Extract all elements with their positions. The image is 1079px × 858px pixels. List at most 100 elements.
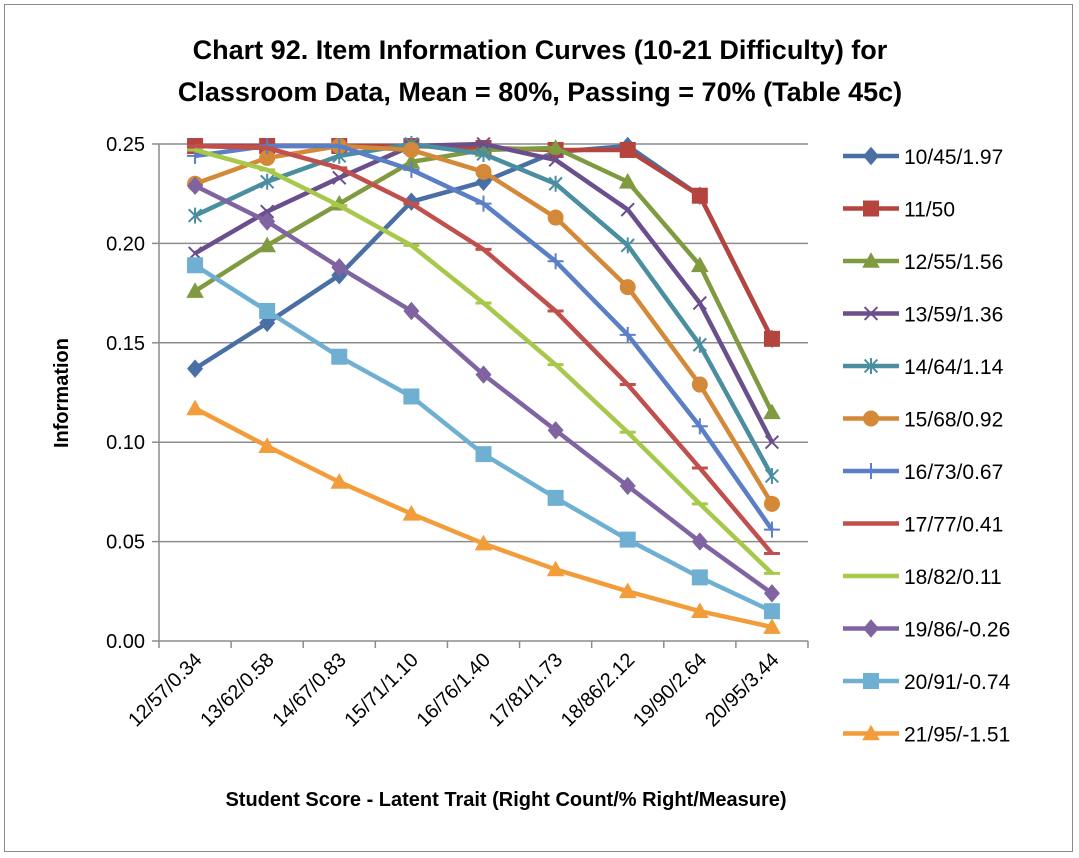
triangle-marker xyxy=(691,602,709,618)
legend-entry: 10/45/1.97 xyxy=(843,146,1003,169)
circle-marker xyxy=(475,163,492,180)
series-line xyxy=(194,141,774,478)
diamond-marker xyxy=(863,146,879,166)
triangle-marker xyxy=(618,172,637,189)
series-line xyxy=(193,263,773,614)
y-tick-label: 0.15 xyxy=(106,333,145,355)
legend-label: 19/86/-0.26 xyxy=(904,619,1010,642)
legend-entry: 13/59/1.36 xyxy=(843,304,1003,327)
circle-marker xyxy=(763,495,780,512)
legend-entry: 20/91/-0.74 xyxy=(843,671,1011,694)
y-tick-label: 0.05 xyxy=(106,532,145,554)
legend-entry: 15/68/0.92 xyxy=(843,409,1003,432)
diamond-marker xyxy=(331,258,348,277)
square-marker xyxy=(475,446,492,463)
triangle-marker xyxy=(546,139,565,155)
chart-subtitle: Classroom Data, Mean = 80%, Passing = 70… xyxy=(178,77,902,107)
x-axis-ticks: 12/57/0.3413/62/0.5814/67/0.8315/71/1.10… xyxy=(124,641,809,731)
legend-entry: 19/86/-0.26 xyxy=(843,619,1010,642)
plus-marker xyxy=(475,195,492,212)
diamond-marker xyxy=(403,301,420,321)
star-marker xyxy=(692,336,707,353)
x-marker xyxy=(620,202,635,217)
square-marker xyxy=(403,388,420,405)
plus-marker xyxy=(547,253,564,270)
triangle-marker xyxy=(258,437,276,453)
diamond-marker xyxy=(619,476,636,496)
series-line xyxy=(194,406,773,630)
legend-label: 18/82/0.11 xyxy=(904,566,1002,589)
square-marker xyxy=(547,489,564,506)
star-marker xyxy=(863,358,879,374)
diamond-marker xyxy=(547,421,564,440)
star-marker xyxy=(620,237,635,254)
diamond-marker xyxy=(475,172,492,191)
legend-entry: 11/50 xyxy=(843,199,955,222)
legend-label: 21/95/-1.51 xyxy=(904,724,1010,747)
square-marker xyxy=(863,673,879,689)
legend-label: 12/55/1.56 xyxy=(904,251,1003,274)
y-tick-label: 0.00 xyxy=(106,631,145,653)
x-tick-label: 20/95/3.44 xyxy=(701,649,783,731)
x-tick-label: 12/57/0.34 xyxy=(124,649,206,731)
legend-entry: 18/82/0.11 xyxy=(843,566,1002,589)
series-20-91-0-74 xyxy=(187,257,780,620)
x-axis-title: Student Score - Latent Trait (Right Coun… xyxy=(225,789,786,811)
plus-marker xyxy=(619,326,636,343)
triangle-marker xyxy=(330,473,349,489)
star-marker xyxy=(187,207,203,224)
star-marker xyxy=(260,173,275,190)
series-19-86-0-26 xyxy=(187,176,780,603)
triangle-marker xyxy=(546,560,565,577)
circle-marker xyxy=(863,410,879,427)
diamond-marker xyxy=(259,212,276,231)
triangle-marker xyxy=(402,153,421,169)
square-marker xyxy=(619,531,636,548)
plus-marker xyxy=(763,521,780,538)
series-17-77-0-41 xyxy=(187,143,780,556)
x-tick-label: 14/67/0.83 xyxy=(268,649,350,731)
diamond-marker xyxy=(187,176,204,195)
star-marker xyxy=(764,467,780,484)
chart-title: Chart 92. Item Information Curves (10-21… xyxy=(193,35,888,65)
circle-marker xyxy=(547,209,564,226)
circle-marker xyxy=(403,141,420,158)
x-marker xyxy=(692,295,707,311)
square-marker xyxy=(691,569,708,586)
y-axis-title: Information xyxy=(51,338,73,448)
square-marker xyxy=(619,141,636,158)
legend-entry: 21/95/-1.51 xyxy=(843,724,1010,747)
y-axis-ticks: 0.00 0.05 0.10 0.15 0.20 0.25 xyxy=(106,134,159,653)
diamond-marker xyxy=(763,584,780,603)
y-tick-label: 0.25 xyxy=(106,134,145,156)
plus-marker xyxy=(863,463,879,479)
star-marker xyxy=(476,145,491,162)
diamond-marker xyxy=(475,365,492,384)
legend-entry: 17/77/0.41 xyxy=(843,514,1003,537)
legend-label: 13/59/1.36 xyxy=(904,304,1003,327)
square-marker xyxy=(763,330,780,347)
axes xyxy=(158,144,808,642)
square-marker xyxy=(331,348,348,365)
diamond-marker xyxy=(863,619,879,638)
legend-label: 11/50 xyxy=(904,199,955,222)
x-marker xyxy=(764,435,780,450)
square-marker xyxy=(763,603,780,620)
legend-entry: 14/64/1.14 xyxy=(843,356,1004,379)
plus-marker xyxy=(691,418,708,435)
triangle-marker xyxy=(618,582,637,599)
square-marker xyxy=(691,187,708,204)
circle-marker xyxy=(691,376,708,393)
x-marker xyxy=(863,306,879,321)
triangle-marker xyxy=(763,403,781,420)
circle-marker xyxy=(259,149,276,166)
x-tick-label: 15/71/1.10 xyxy=(341,649,423,731)
series-18-82-0-11 xyxy=(187,147,780,576)
legend-entry: 16/73/0.67 xyxy=(843,461,1003,484)
square-marker xyxy=(863,200,879,217)
series-21-95-1-51 xyxy=(186,399,781,634)
legend-label: 16/73/0.67 xyxy=(904,461,1003,484)
triangle-marker xyxy=(186,282,204,298)
y-tick-label: 0.10 xyxy=(106,432,145,454)
